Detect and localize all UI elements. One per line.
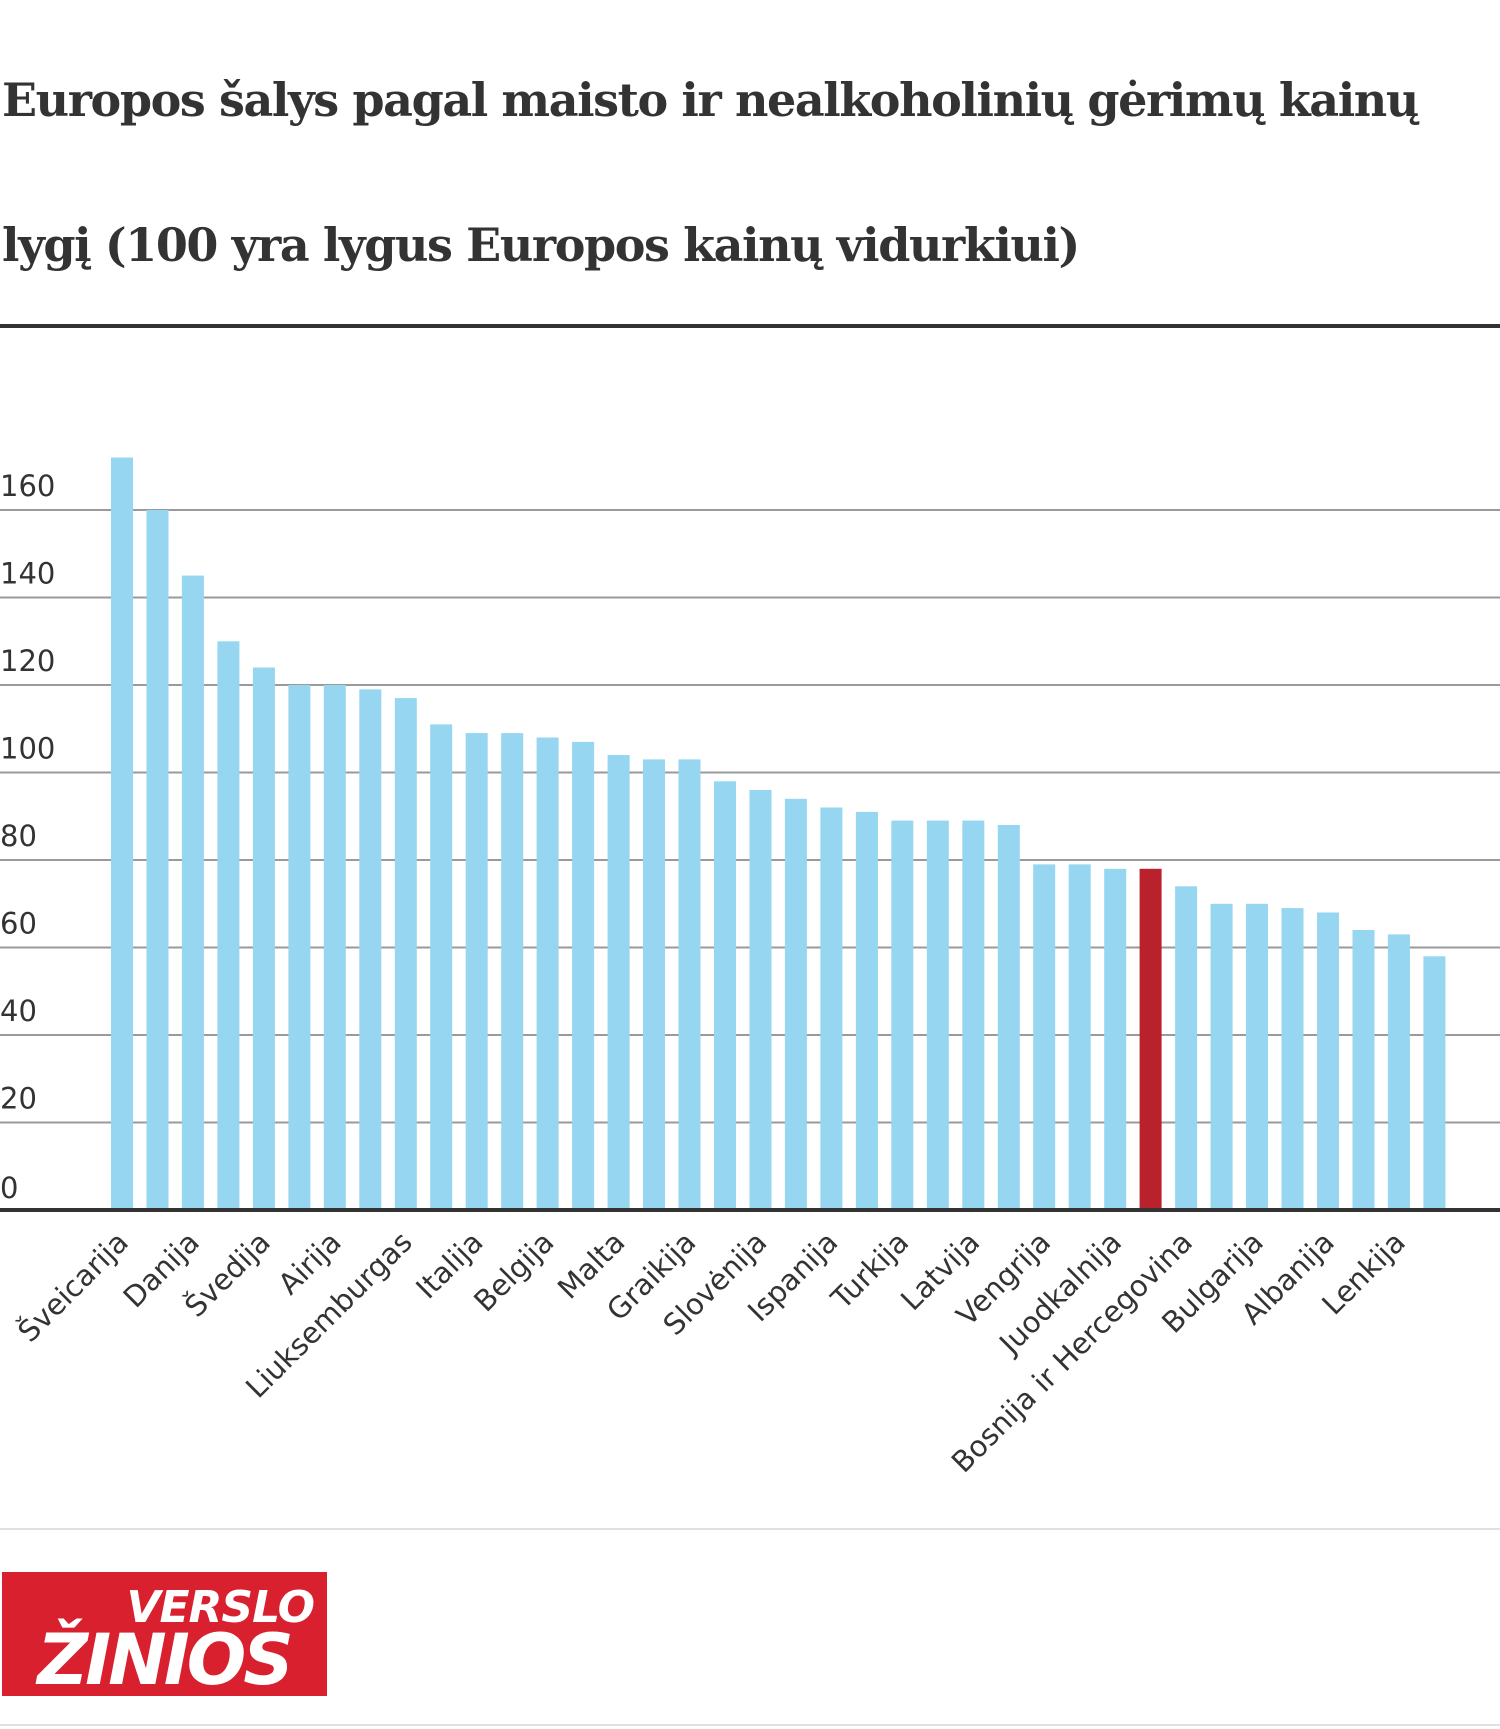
y-tick-label: 60 <box>0 907 37 941</box>
title-divider <box>0 324 1500 328</box>
y-tick-label: 140 <box>0 557 55 591</box>
bar <box>1068 864 1091 1210</box>
bar <box>146 510 169 1210</box>
bar <box>181 575 204 1210</box>
bar <box>465 733 488 1210</box>
y-axis-ticks: 0 20 40 60 80 100 120 140 160 <box>0 469 55 1205</box>
bar <box>1033 864 1056 1210</box>
x-tick-label: Turkija <box>824 1225 915 1316</box>
y-tick-label: 0 <box>0 1171 18 1205</box>
bar <box>1246 903 1268 1211</box>
bar <box>749 790 772 1210</box>
bar <box>501 733 524 1210</box>
bar <box>536 737 559 1210</box>
bar <box>1210 903 1233 1211</box>
bar <box>359 689 382 1210</box>
bar <box>607 755 630 1210</box>
bar <box>678 759 701 1210</box>
bar <box>1175 886 1198 1211</box>
bar <box>430 724 453 1210</box>
bar <box>784 798 807 1211</box>
bar <box>1423 956 1446 1211</box>
versloziniu-logo: VERSLO ŽINIOS <box>2 1572 327 1701</box>
bar <box>1317 912 1339 1210</box>
bar <box>643 759 665 1210</box>
bar <box>891 820 914 1210</box>
y-tick-label: 40 <box>0 994 37 1028</box>
bar <box>1352 930 1375 1210</box>
bar <box>288 685 311 1210</box>
bar <box>1387 934 1410 1210</box>
bar <box>572 741 595 1210</box>
chart-title: Europos šalys pagal maisto ir nealkoholi… <box>2 73 1419 272</box>
y-tick-label: 100 <box>0 732 55 766</box>
bar <box>1281 908 1304 1210</box>
bar <box>962 820 985 1210</box>
footer-divider-bottom <box>0 1724 1500 1726</box>
bars <box>111 457 1446 1211</box>
footer-divider-top <box>0 1528 1500 1530</box>
bar <box>855 811 878 1210</box>
bar <box>714 781 736 1211</box>
logo-line-2: ŽINIOS <box>35 1619 290 1696</box>
x-tick-label: Belgija <box>467 1225 560 1318</box>
bar-highlighted <box>1139 868 1162 1211</box>
y-tick-label: 20 <box>0 1082 37 1116</box>
bar <box>111 457 133 1210</box>
bar <box>820 807 843 1210</box>
logo-line-1: VERSLO <box>126 1582 314 1633</box>
bar <box>217 641 240 1211</box>
bar-chart: 0 20 40 60 80 100 120 140 160 ŠveicarijaDanijaŠv… <box>0 457 1500 1479</box>
y-tick-label: 160 <box>0 469 55 503</box>
bar <box>926 820 949 1210</box>
x-tick-label: Šveicarija <box>11 1225 135 1349</box>
bar <box>1104 868 1127 1211</box>
y-tick-label: 80 <box>0 819 37 853</box>
bar <box>323 685 346 1210</box>
bar <box>394 698 417 1210</box>
x-axis-ticks: ŠveicarijaDanijaŠvedijaAirijaLiuksemburg… <box>11 1225 1412 1479</box>
bar <box>997 825 1020 1210</box>
y-tick-label: 120 <box>0 644 55 678</box>
bar <box>252 667 275 1210</box>
